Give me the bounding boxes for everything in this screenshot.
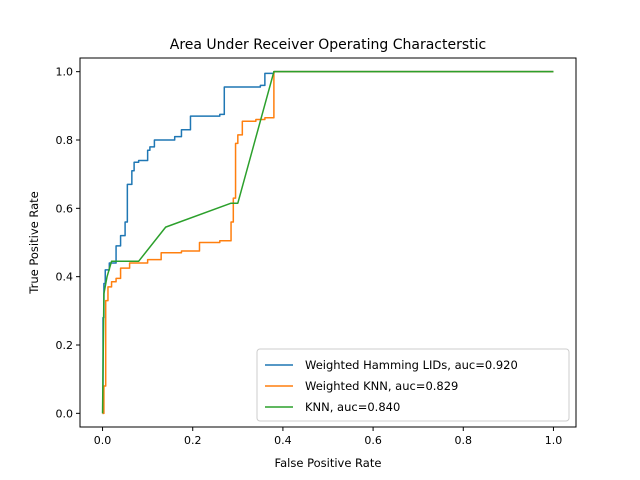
y-tick-label: 0.2 xyxy=(56,339,74,352)
legend-label-0: Weighted Hamming LIDs, auc=0.920 xyxy=(305,358,518,372)
x-axis-ticks: 0.0 0.2 0.4 0.6 0.8 1.0 xyxy=(94,427,562,447)
x-tick-label: 0.8 xyxy=(455,434,473,447)
x-tick-label: 0.0 xyxy=(94,434,112,447)
y-tick-label: 1.0 xyxy=(56,66,74,79)
series-line-1 xyxy=(102,70,554,415)
y-axis-ticks: 0.0 0.2 0.4 0.6 0.8 1.0 xyxy=(56,66,80,420)
legend-box xyxy=(256,348,570,422)
y-tick-label: 0.0 xyxy=(56,407,74,420)
x-tick-label: 0.2 xyxy=(184,434,202,447)
y-tick-label: 0.4 xyxy=(56,271,74,284)
y-tick-label: 0.8 xyxy=(56,134,74,147)
legend: Weighted Hamming LIDs, auc=0.920 Weighted… xyxy=(256,348,570,422)
legend-items: Weighted Hamming LIDs, auc=0.920 Weighted… xyxy=(265,358,518,414)
x-tick-label: 0.6 xyxy=(364,434,382,447)
legend-label-1: Weighted KNN, auc=0.829 xyxy=(305,379,458,393)
series-layer xyxy=(101,70,554,415)
x-axis-label: False Positive Rate xyxy=(275,456,382,470)
y-tick-label: 0.6 xyxy=(56,202,74,215)
chart-title: Area Under Receiver Operating Characters… xyxy=(170,37,486,53)
x-tick-label: 1.0 xyxy=(545,434,563,447)
legend-label-2: KNN, auc=0.840 xyxy=(305,400,400,414)
axes-frame xyxy=(79,57,577,428)
x-tick-label: 0.4 xyxy=(274,434,292,447)
series-line-2 xyxy=(101,70,554,414)
y-axis-label: True Positive Rate xyxy=(27,191,41,294)
